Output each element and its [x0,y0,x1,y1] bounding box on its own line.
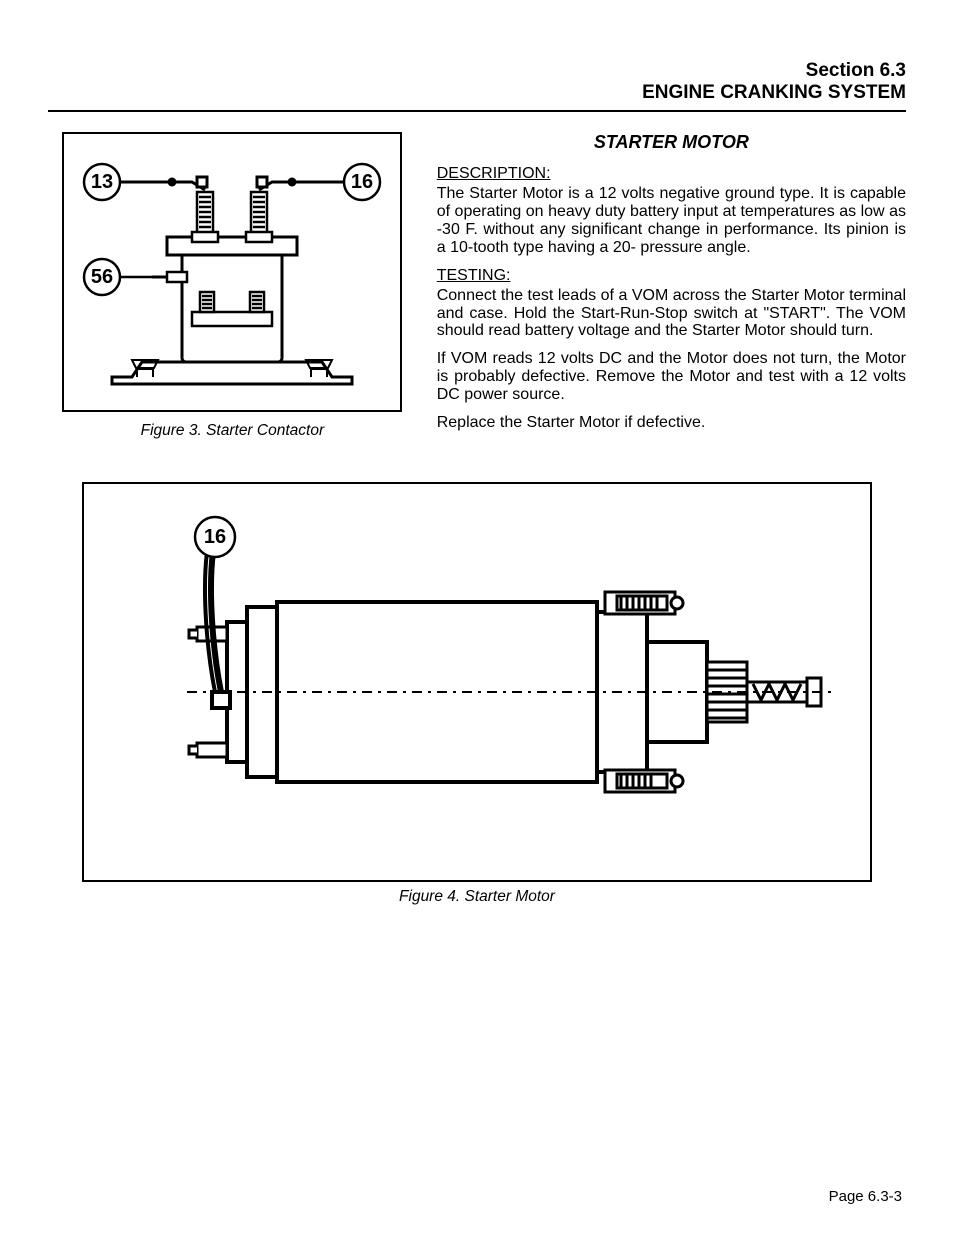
page-number: Page 6.3-3 [829,1188,902,1205]
callout-13: 13 [91,171,113,193]
testing-p3: Replace the Starter Motor if defective. [437,414,906,432]
figure-3-box: 13 16 56 [62,132,402,412]
contactor-diagram: 13 16 56 [72,142,392,402]
header-rule [48,110,906,112]
testing-p1: Connect the test leads of a VOM across t… [437,287,906,341]
testing-p2: If VOM reads 12 volts DC and the Motor d… [437,350,906,404]
callout-16-fig4: 16 [204,526,226,548]
section-title: ENGINE CRANKING SYSTEM [48,82,906,104]
section-number: Section 6.3 [48,60,906,82]
starter-motor-heading: STARTER MOTOR [437,132,906,153]
description-label: DESCRIPTION: [437,165,906,183]
callout-56: 56 [91,266,113,288]
starter-motor-diagram: 16 [97,492,857,872]
page-header: Section 6.3 ENGINE CRANKING SYSTEM [48,60,906,104]
testing-label: TESTING: [437,267,906,285]
figure-4-caption: Figure 4. Starter Motor [48,888,906,906]
figure-4-box: 16 [82,482,872,882]
callout-16: 16 [351,171,373,193]
figure-3-caption: Figure 3. Starter Contactor [141,422,325,440]
description-body: The Starter Motor is a 12 volts negative… [437,185,906,257]
